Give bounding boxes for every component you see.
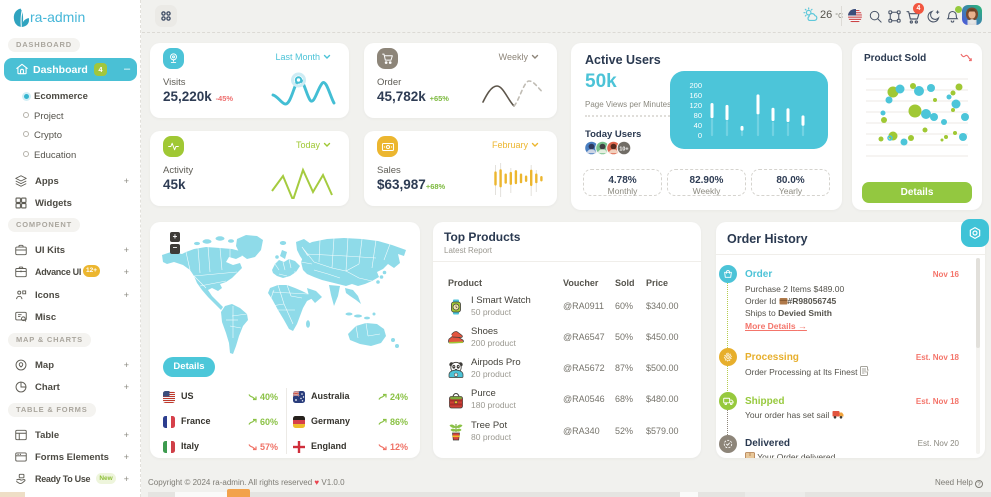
svg-text:0: 0 bbox=[698, 131, 702, 140]
svg-text:120: 120 bbox=[689, 101, 702, 110]
svg-text:200: 200 bbox=[689, 81, 702, 90]
svg-text:10+: 10+ bbox=[619, 146, 628, 152]
svg-text:160: 160 bbox=[689, 91, 702, 100]
svg-text:40: 40 bbox=[694, 121, 702, 130]
svg-text:80: 80 bbox=[694, 111, 702, 120]
